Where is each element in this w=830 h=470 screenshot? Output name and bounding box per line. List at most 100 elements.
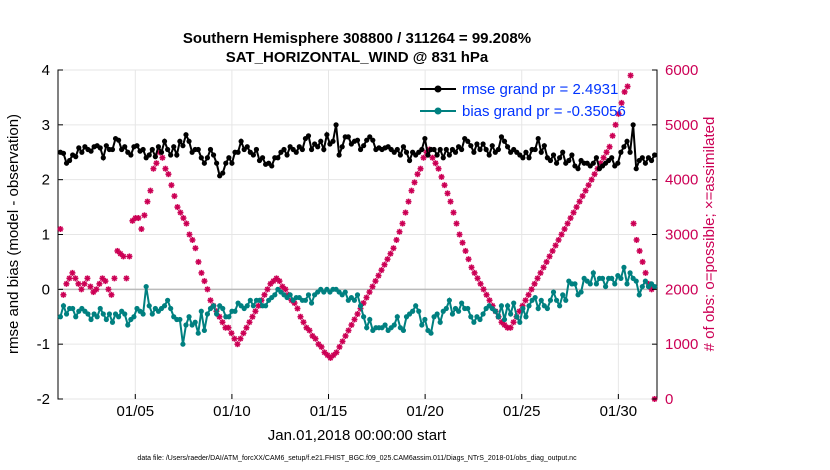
obs-point <box>639 258 646 265</box>
obs-point <box>219 319 226 326</box>
obs-point <box>144 198 151 205</box>
bias-point <box>57 314 64 320</box>
rmse-point <box>204 155 211 161</box>
rmse-point <box>259 155 266 161</box>
rmse-point <box>158 149 165 155</box>
obs-point <box>477 280 484 287</box>
obs-point <box>264 286 271 293</box>
rmse-point <box>446 152 452 158</box>
bias-point <box>220 305 226 312</box>
rmse-point <box>367 134 373 140</box>
bias-point <box>103 316 109 323</box>
obs-point <box>456 231 463 238</box>
rmse-point <box>557 155 563 161</box>
rmse-point <box>79 149 85 155</box>
obs-point <box>165 171 172 178</box>
rmse-point <box>226 155 232 161</box>
obs-point <box>159 154 166 161</box>
y-axis-right-label: # of obs: o=possible; ×=assimilated <box>701 117 718 352</box>
bias-point <box>621 264 627 270</box>
obs-point <box>486 297 493 304</box>
obs-point <box>261 291 268 298</box>
rmse-point <box>406 157 413 164</box>
obs-point <box>573 204 580 211</box>
bias-point <box>553 297 560 303</box>
obs-point <box>414 171 421 178</box>
bias-point <box>624 281 630 287</box>
obs-point <box>102 278 109 285</box>
y-right-tick-label: 0 <box>665 391 673 408</box>
bias-point <box>131 314 137 320</box>
obs-point <box>546 253 553 260</box>
bias-point <box>60 303 67 309</box>
bias-point <box>590 270 596 276</box>
obs-point <box>294 305 301 312</box>
bias-point <box>149 311 155 317</box>
rmse-point <box>321 146 327 153</box>
bias-point <box>437 319 443 325</box>
rmse-point <box>73 154 79 160</box>
rmse-point <box>67 157 73 164</box>
bias-point <box>97 305 103 312</box>
rmse-point <box>275 155 281 161</box>
obs-point <box>609 132 616 139</box>
obs-point <box>339 338 346 345</box>
bias-point <box>495 314 501 320</box>
rmse-point <box>109 146 116 153</box>
bias-point <box>161 303 168 309</box>
obs-point <box>252 308 259 315</box>
obs-point <box>141 212 148 219</box>
bias-point <box>302 297 309 303</box>
obs-point <box>69 269 76 276</box>
bias-point <box>547 297 554 303</box>
bias-point <box>73 314 79 320</box>
bias-point <box>109 319 116 325</box>
rmse-point <box>207 146 214 153</box>
rmse-point <box>293 149 299 155</box>
obs-point <box>432 160 439 167</box>
rmse-point <box>305 133 312 139</box>
obs-point <box>375 272 382 279</box>
rmse-point <box>465 138 471 144</box>
bias-point <box>544 305 550 312</box>
rmse-point <box>149 146 155 153</box>
obs-point <box>348 321 355 328</box>
x-tick-label: 01/05 <box>117 403 155 420</box>
obs-point <box>168 182 175 189</box>
bias-point <box>305 292 312 298</box>
obs-point <box>138 226 145 233</box>
obs-point <box>537 269 544 276</box>
obs-point <box>483 291 490 298</box>
rmse-point <box>171 144 177 150</box>
rmse-point <box>354 137 361 143</box>
rmse-point <box>180 143 186 149</box>
bias-point <box>168 305 174 312</box>
obs-point <box>387 250 394 257</box>
obs-point <box>84 275 91 282</box>
obs-point <box>567 215 574 222</box>
obs-point <box>204 286 211 293</box>
y-right-tick-label: 6000 <box>665 62 698 79</box>
rmse-point <box>419 146 425 153</box>
rmse-point <box>103 143 109 149</box>
obs-point <box>480 286 487 293</box>
rmse-point <box>400 144 407 150</box>
obs-point <box>240 330 247 337</box>
bias-point <box>367 316 373 323</box>
obs-point <box>234 341 241 348</box>
bias-point <box>122 311 128 317</box>
rmse-point <box>431 146 437 153</box>
obs-point <box>561 226 568 233</box>
obs-point <box>570 209 577 216</box>
obs-point <box>207 297 214 304</box>
obs-point <box>468 264 475 271</box>
obs-point <box>195 258 202 265</box>
obs-point <box>534 275 541 282</box>
rmse-point <box>161 138 168 144</box>
rmse-point <box>345 134 351 140</box>
rmse-point <box>361 143 367 149</box>
rmse-point <box>609 155 615 161</box>
obs-point <box>462 247 469 254</box>
bias-point <box>627 270 633 276</box>
bias-point <box>70 305 76 312</box>
